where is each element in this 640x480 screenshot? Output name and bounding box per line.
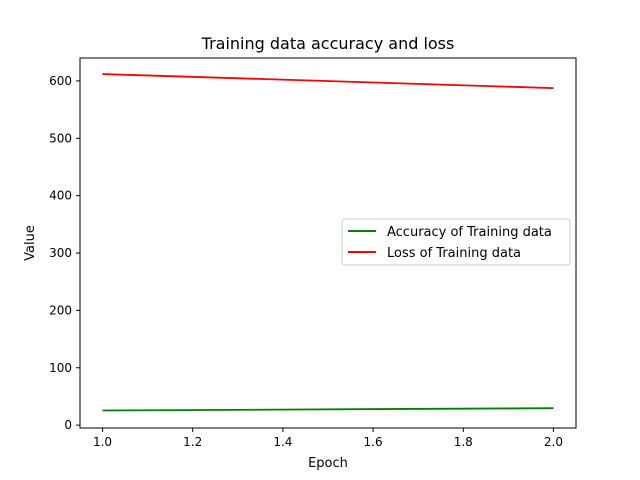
legend: Accuracy of Training data Loss of Traini… (341, 218, 571, 266)
x-tick-label: 1.4 (273, 435, 292, 449)
y-tick-label: 300 (49, 246, 72, 260)
x-tick-label: 1.2 (183, 435, 202, 449)
series-line-0 (102, 407, 554, 412)
y-tick-label: 400 (49, 189, 72, 203)
x-tick-label: 1.8 (454, 435, 473, 449)
chart-title: Training data accuracy and loss (201, 34, 455, 53)
y-tick-label: 200 (49, 303, 72, 317)
series-lines (102, 73, 554, 412)
legend-label-loss: Loss of Training data (387, 246, 521, 261)
x-tick-label: 1.0 (93, 435, 112, 449)
x-tick-label: 2.0 (544, 435, 563, 449)
x-tick-label: 1.6 (364, 435, 383, 449)
y-tick-label: 600 (49, 74, 72, 88)
y-tick-label: 100 (49, 361, 72, 375)
y-tick-label: 500 (49, 131, 72, 145)
legend-box (341, 218, 571, 266)
plot-area-frame (79, 57, 577, 429)
series-line-1 (102, 73, 554, 90)
legend-label-accuracy: Accuracy of Training data (387, 225, 552, 240)
axis-ticks: 1.0 1.2 1.4 1.6 1.8 2.0 0 100 200 300 400 500 600 (49, 74, 563, 449)
y-axis-label: Value (23, 225, 38, 261)
x-axis-label: Epoch (308, 456, 348, 471)
y-tick-label: 0 (64, 418, 72, 432)
